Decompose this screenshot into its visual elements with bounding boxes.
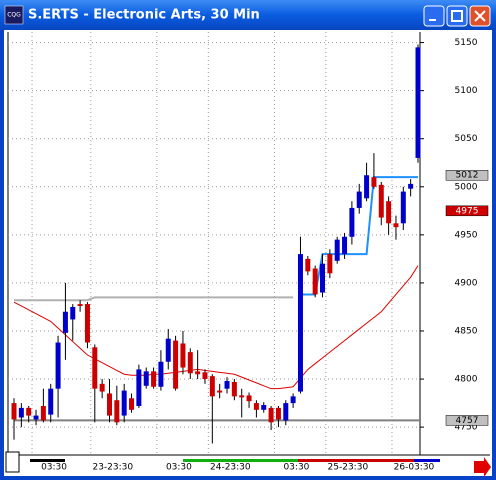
candle-body [334,239,340,261]
minimize-button[interactable] [423,5,445,27]
session-strip [30,459,65,462]
candle-body [18,407,24,418]
candle-body [246,395,252,402]
scroll-arrow[interactable] [474,457,491,477]
y-tick-label: 5000 [455,182,478,192]
y-tick-label: 4850 [455,326,478,336]
candle-body [415,47,421,158]
candle-body [92,347,98,389]
maximize-button[interactable] [446,5,468,27]
candle-body [356,191,362,208]
candle-body [165,338,171,362]
window-title: S.ERTS - Electronic Arts, 30 Min [28,8,260,23]
y-tick-label: 5100 [455,86,478,96]
x-tick-label: 25-23:30 [328,463,369,473]
candle-body [40,405,46,421]
candle-body [70,306,76,320]
y-tick-label: 4750 [455,423,478,433]
x-tick-label: 03:30 [283,463,309,473]
candle-body [180,343,186,368]
candle-body [239,395,245,398]
app-icon-text: CQG [7,12,21,19]
candle-body [297,254,303,392]
y-tick-label: 5050 [455,134,478,144]
candle-body [11,403,17,420]
y-tick-label: 4950 [455,230,478,240]
candle-body [290,396,296,404]
candle-body [143,371,149,386]
x-tick-label: 24-23:30 [210,463,251,473]
scroll-box[interactable] [5,451,20,473]
close-button[interactable] [469,5,491,27]
candle-body [48,388,54,415]
candle-body [99,383,105,392]
candle-body [253,403,259,410]
candle-body [129,398,135,410]
price-marker [445,415,489,426]
price-marker [445,205,489,217]
candle-body [349,207,355,237]
candle-body [261,405,267,410]
candle-body [26,407,32,416]
app-icon [4,5,24,25]
indicator-line [14,296,294,302]
price-marker-label: 4757 [456,416,479,426]
candle-body [209,376,215,397]
candle-body [121,390,127,416]
x-tick-label: 23-23:30 [92,463,133,473]
candle-body [320,263,326,293]
session-strip [298,459,414,462]
candle-body [393,223,399,228]
y-tick-label: 4800 [455,375,478,385]
price-marker [445,169,489,181]
candle-body [305,258,311,272]
candle-body [55,342,61,389]
candle-body [62,311,68,333]
indicator-line [13,265,419,390]
candle-body [275,407,281,420]
candle-body [158,361,164,387]
x-tick-label: 03:30 [41,463,67,473]
y-tick-label: 5150 [455,38,478,48]
candle-body [283,403,289,421]
candle-body [173,340,179,389]
candle-body [312,268,318,295]
candle-body [327,254,333,274]
candle-body [77,304,83,306]
x-tick-label: 03:30 [166,463,192,473]
candle-body [33,415,39,420]
x-tick-label: 26-03:30 [394,463,435,473]
candle-body [386,201,392,224]
candle-body [202,372,208,380]
candle-body [371,177,377,187]
candle-body [268,407,274,423]
session-strip [414,459,440,462]
candle-body [187,352,193,374]
price-marker-label: 4975 [456,206,479,216]
price-marker-label: 5012 [456,171,479,181]
candle-body [408,183,414,189]
session-strip [183,459,298,462]
y-tick-label: 4900 [455,278,478,288]
candle-body [400,191,406,224]
candle-body [231,381,237,397]
chart-area [4,30,492,476]
candle-body [195,371,201,375]
candle-body [378,184,384,218]
candle-body [106,393,112,416]
candle-body [217,390,223,393]
candle-body [364,175,370,199]
candle-body [136,369,142,406]
candle-body [84,304,90,343]
candle-body [151,371,157,387]
candle-body [224,380,230,389]
title-bar [0,0,496,30]
candle-body [342,236,348,255]
candle-body [114,400,120,423]
